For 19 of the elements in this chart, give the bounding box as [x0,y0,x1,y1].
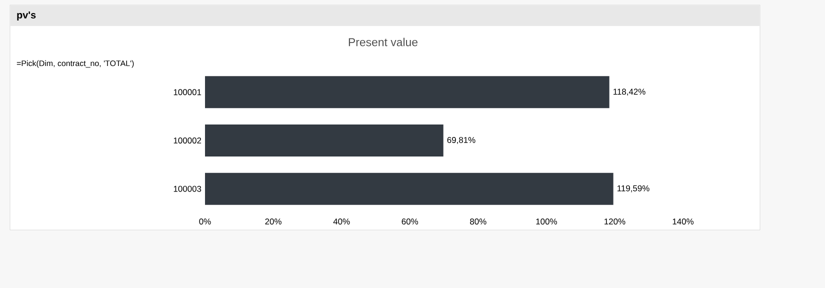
x-tick-label: 80% [470,218,486,225]
x-tick-label: 100% [536,218,557,225]
text: pv's [17,12,36,20]
x-tick-label: 60% [402,218,418,225]
bar [205,172,614,205]
x-tick-label: 0% [199,218,211,225]
x-tick-label: 140% [672,218,694,225]
y-tick-label: 100001 [174,89,202,96]
x-tick-label: 40% [333,218,350,225]
data-label: 69,81% [447,137,476,144]
chart-subtitle: Present value [348,38,418,46]
y-tick-label: 100002 [174,138,202,144]
x-tick-label: 120% [604,218,626,225]
data-label: 118,42% [613,88,646,96]
x-tick-label: 20% [265,218,282,225]
bar [205,124,444,156]
data-label: 119,59% [617,185,650,192]
bar [205,76,610,108]
y-tick-label: 100003 [174,186,202,192]
